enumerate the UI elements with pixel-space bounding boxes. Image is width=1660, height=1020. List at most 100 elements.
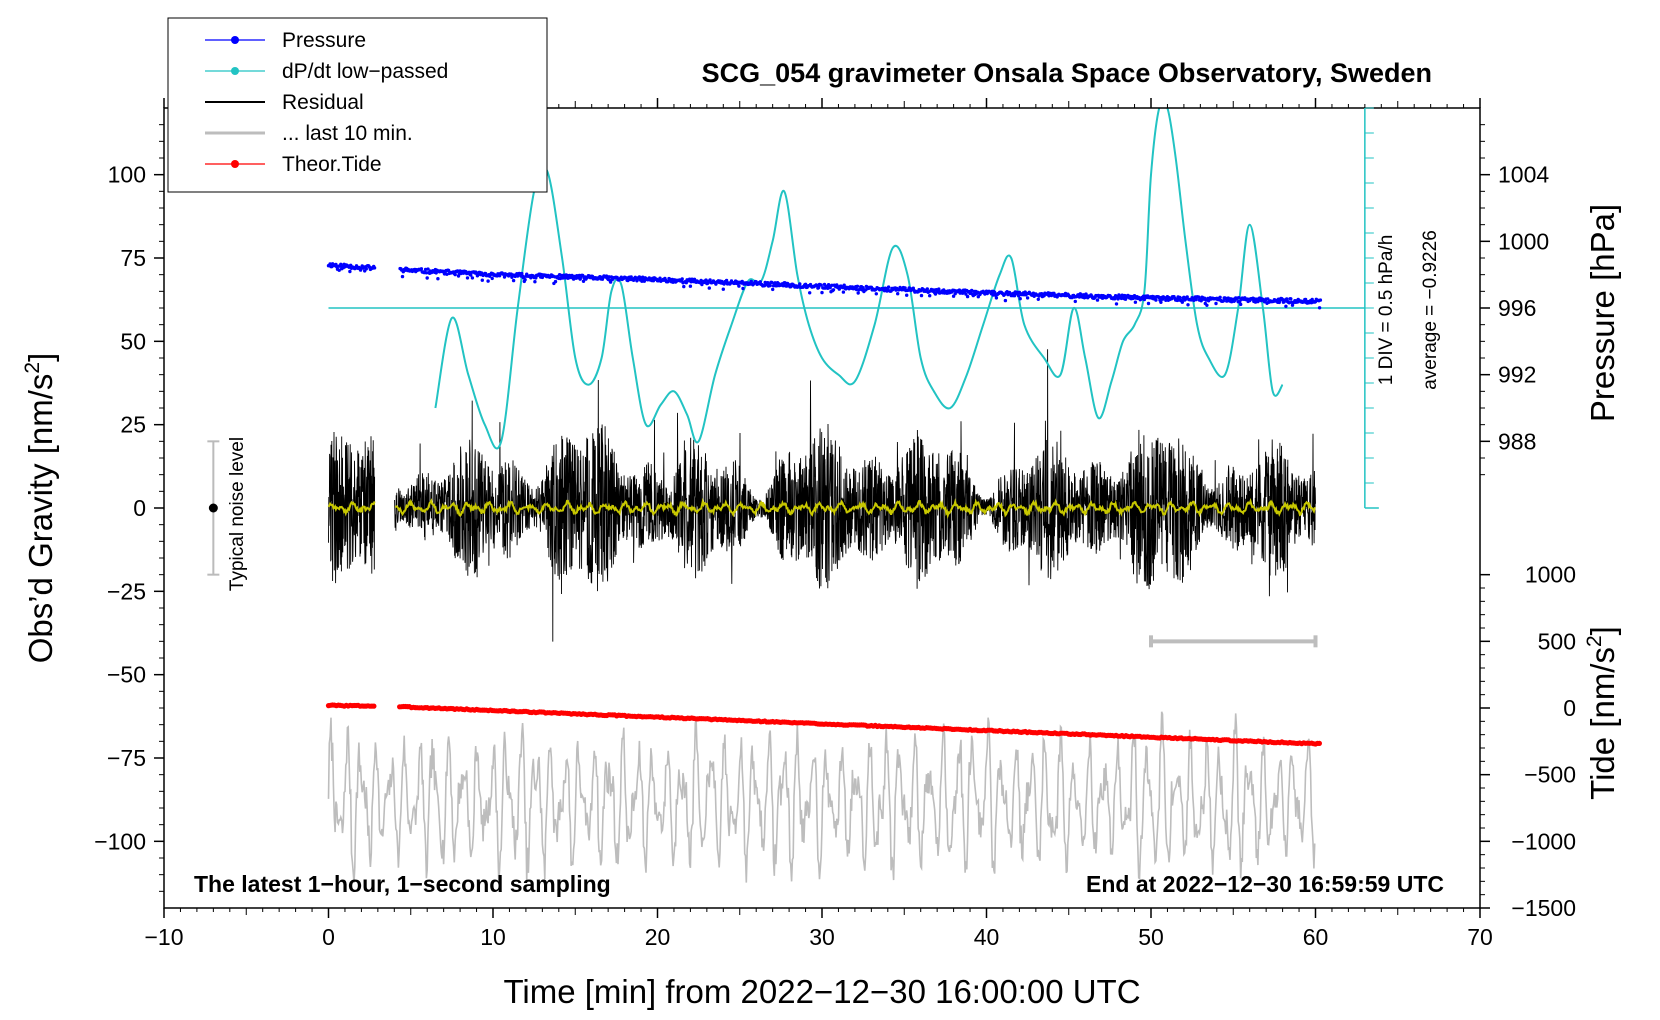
pressure-point <box>1180 300 1185 304</box>
pressure-point <box>1289 297 1293 301</box>
pressure-point <box>951 294 956 298</box>
pressure-point <box>1303 297 1308 302</box>
pressure-point <box>841 290 846 294</box>
residual-lowpass-line <box>327 497 1316 519</box>
pressure-point <box>419 267 424 271</box>
pressure-point <box>1142 297 1147 302</box>
pressure-point <box>1146 301 1151 306</box>
pressure-point <box>919 293 924 298</box>
legend-label-dpdt: dP/dt low−passed <box>282 60 448 83</box>
pressure-point <box>994 296 999 300</box>
pressure-point <box>781 284 785 288</box>
pressure-point <box>737 284 741 288</box>
y-axis-label-left-sup: 2 <box>21 362 44 374</box>
pressure-point <box>1218 295 1222 299</box>
pressure-point <box>707 286 711 290</box>
pressure-point <box>642 279 646 283</box>
noise-level-label: Typical noise level <box>227 437 248 591</box>
pressure-point <box>928 294 932 298</box>
pressure-point <box>803 282 808 286</box>
pressure-point <box>1073 299 1078 304</box>
pressure-point <box>348 269 352 274</box>
tide-series <box>325 702 1322 747</box>
pressure-point <box>1119 296 1124 301</box>
tide-tick-label: −500 <box>1524 762 1576 788</box>
pressure-point <box>1284 304 1288 308</box>
pressure-point <box>854 287 859 292</box>
pressure-point <box>465 276 470 280</box>
pressure-point <box>682 284 686 289</box>
residual-line <box>328 349 1316 642</box>
pressure-point <box>1214 301 1218 306</box>
pressure-point <box>553 279 558 284</box>
pressure-point <box>1285 297 1289 301</box>
legend-marker-tide <box>231 160 239 168</box>
pressure-point <box>886 285 891 289</box>
last10-bracket <box>1149 635 1318 648</box>
x-tick-label: 70 <box>1467 924 1493 950</box>
y-axis-label-left: Obs’d Gravity [nm/s2] <box>21 353 59 664</box>
tide-tick-label: 1000 <box>1525 562 1576 588</box>
tide-point <box>1316 740 1322 747</box>
pressure-series <box>326 262 1323 310</box>
pressure-point <box>608 280 613 284</box>
pressure-point <box>1154 298 1158 302</box>
pressure-point <box>741 286 745 291</box>
pressure-point <box>721 287 725 291</box>
axes-layer: −10 0 10 20 30 40 50 60 701007550250−25−50−75−10… <box>94 98 1576 950</box>
y-tick-label: −75 <box>107 745 146 771</box>
pressure-point <box>635 279 639 283</box>
pressure-point <box>842 283 846 287</box>
pressure-point <box>687 277 692 281</box>
pressure-point <box>1194 297 1198 302</box>
pressure-point <box>798 282 802 286</box>
pressure-point <box>337 268 341 272</box>
pressure-tick-label: 996 <box>1498 295 1536 321</box>
pressure-point <box>490 276 494 281</box>
pressure-point <box>533 280 537 284</box>
pressure-point <box>1239 302 1243 307</box>
legend-item-residual: Residual <box>205 91 364 114</box>
pressure-point <box>688 284 693 288</box>
tide-tick-label: −1000 <box>1511 828 1576 854</box>
y-tick-label: 100 <box>108 162 146 188</box>
y-tick-label: −25 <box>107 578 146 604</box>
pressure-point <box>469 273 473 277</box>
pressure-tick-label: 992 <box>1498 362 1536 388</box>
y-tick-label: 75 <box>120 245 146 271</box>
note-bottom-right: End at 2022−12−30 16:59:59 UTC <box>1086 871 1444 897</box>
legend-label-residual: Residual <box>282 91 364 114</box>
legend-item-tide: Theor.Tide <box>205 153 382 176</box>
pressure-tick-label: 1000 <box>1498 228 1549 254</box>
pressure-point <box>808 291 812 295</box>
pressure-tick-label: 1004 <box>1498 162 1549 188</box>
legend: Pressure dP/dt low−passed Residual ... last… <box>167 17 548 193</box>
pressure-point <box>1221 299 1226 303</box>
pressure-point <box>581 273 585 278</box>
pressure-point <box>837 287 841 291</box>
pressure-point <box>486 279 490 283</box>
pressure-point <box>1025 296 1030 300</box>
y-tick-label: −50 <box>107 662 146 688</box>
pressure-point <box>1237 296 1241 300</box>
pressure-point <box>740 279 744 284</box>
note-bottom-left: The latest 1−hour, 1−second sampling <box>194 871 611 897</box>
pressure-point <box>1095 298 1100 302</box>
pressure-point <box>479 271 484 275</box>
legend-marker-pressure <box>231 36 239 44</box>
pressure-point <box>1205 303 1209 307</box>
pressure-point <box>1199 299 1203 303</box>
pressure-point <box>820 290 824 295</box>
pressure-point <box>434 271 438 275</box>
pressure-point <box>724 278 729 283</box>
pressure-point <box>768 283 772 288</box>
pressure-point <box>1178 295 1182 300</box>
pressure-point <box>771 287 775 292</box>
pressure-point <box>1186 303 1190 307</box>
pressure-point <box>480 278 484 282</box>
x-axis-label: Time [min] from 2022−12−30 16:00:00 UTC <box>503 973 1140 1010</box>
dpdt-scale-label: 1 DIV = 0.5 hPa/h <box>1376 235 1397 386</box>
y-axis-label-pressure: Pressure [hPa] <box>1584 204 1621 422</box>
legend-label-tide: Theor.Tide <box>282 153 382 176</box>
